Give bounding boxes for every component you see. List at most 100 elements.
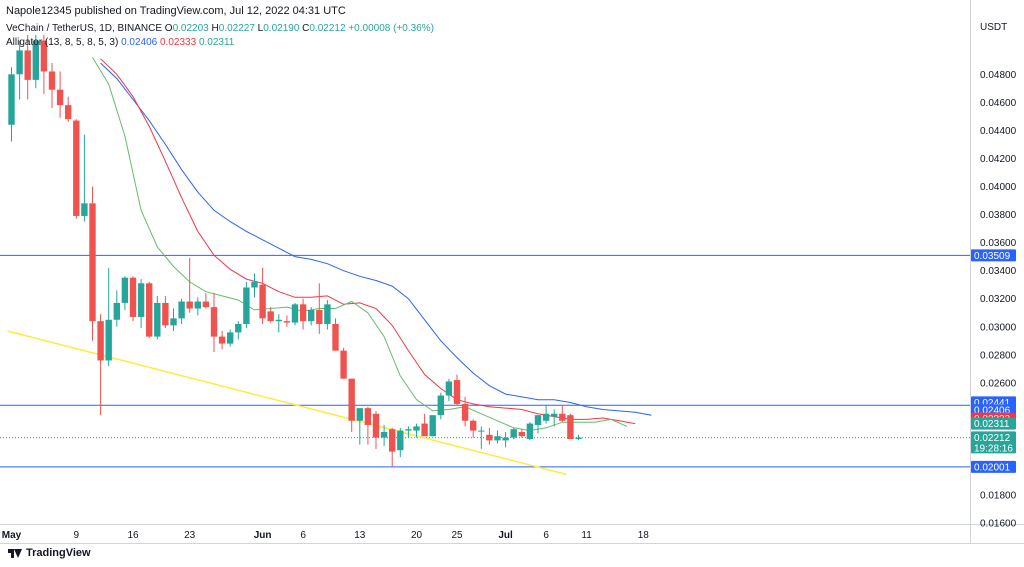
candle-body — [534, 415, 542, 425]
candle — [494, 430, 501, 444]
candle — [40, 35, 48, 94]
candle-body — [542, 413, 550, 421]
candle-body — [243, 287, 250, 324]
candle — [154, 295, 161, 340]
candle-body — [421, 423, 428, 437]
candle — [32, 35, 39, 89]
candle-body — [32, 40, 39, 80]
candle-body — [186, 301, 193, 309]
y-tick-label: 0.03800 — [980, 210, 1017, 221]
x-tick-label: May — [2, 530, 22, 541]
alligator-teeth-line — [100, 58, 636, 425]
candle-body — [275, 319, 282, 322]
y-tick-label: 0.03200 — [980, 294, 1017, 305]
x-tick-label: Jun — [254, 530, 272, 541]
candle-body — [56, 89, 64, 106]
candle — [283, 315, 291, 327]
tradingview-brand-text: TradingView — [26, 547, 91, 559]
candle-body — [413, 426, 420, 431]
open-value: 0.02203 — [172, 23, 209, 34]
price-label-text: 0.02406 — [974, 406, 1011, 417]
candle — [575, 434, 582, 441]
candle — [478, 426, 485, 449]
candle — [397, 427, 404, 458]
candle-body — [178, 301, 185, 319]
candle-body — [162, 302, 169, 326]
candle-body — [154, 302, 161, 337]
candle — [356, 408, 363, 445]
price-label-box — [971, 249, 1016, 262]
candle-body — [324, 304, 331, 324]
x-tick-label: 18 — [638, 530, 650, 541]
candle-body — [170, 318, 177, 326]
candle — [542, 405, 550, 424]
price-label-text: 0.02001 — [974, 462, 1011, 473]
candle — [364, 406, 372, 445]
price-label-box — [971, 460, 1016, 473]
candle-body — [97, 321, 104, 361]
candle-body — [81, 203, 88, 216]
candle-body — [551, 413, 558, 417]
candle — [299, 298, 307, 330]
candle-body — [380, 431, 388, 438]
candle-body — [494, 436, 501, 441]
candle-body — [332, 323, 339, 351]
candle-body — [559, 413, 566, 421]
publisher-caption: Napole12345 published on TradingView.com… — [6, 5, 346, 17]
candle-body — [40, 40, 48, 72]
candle — [89, 186, 96, 341]
symbol-legend[interactable]: VeChain / TetherUS, 1D, BINANCE O0.02203… — [6, 23, 434, 34]
candle — [461, 396, 469, 427]
candle — [421, 413, 428, 437]
candle-body — [137, 283, 145, 317]
x-tick-label: Jul — [498, 530, 513, 541]
x-tick-label: 6 — [543, 530, 549, 541]
candle-body — [445, 381, 453, 396]
indicator-legend[interactable]: Alligator (13, 8, 5, 8, 5, 3) 0.02406 0.… — [6, 37, 234, 48]
candle-body — [291, 304, 299, 323]
candle-body — [510, 429, 517, 438]
candle — [453, 374, 461, 406]
high-label: H — [211, 23, 219, 34]
y-tick-label: 0.01800 — [980, 491, 1017, 502]
x-tick-label: 6 — [300, 530, 306, 541]
x-tick-label: 20 — [411, 530, 423, 541]
candle-body — [372, 413, 380, 438]
open-label: O — [164, 23, 173, 34]
candle — [121, 276, 129, 310]
candle-body — [575, 437, 582, 439]
x-tick-label: 25 — [451, 530, 463, 541]
price-axis-label: 0.02001 — [971, 460, 1016, 473]
tradingview-icon — [8, 548, 22, 558]
candle — [526, 422, 534, 441]
candle — [194, 297, 201, 316]
y-tick-label: 0.02600 — [980, 378, 1017, 389]
close-value: 0.02212 — [309, 23, 346, 34]
candle-body — [397, 430, 404, 451]
candle-body — [453, 380, 461, 404]
candle — [348, 378, 355, 432]
candle-body — [218, 336, 226, 344]
candle — [445, 378, 453, 402]
candle-body — [129, 277, 137, 317]
candle-body — [24, 50, 31, 80]
candle-body — [65, 105, 72, 120]
price-axis-label: 0.03509 — [971, 249, 1016, 262]
candle — [146, 281, 153, 338]
candle — [380, 424, 388, 447]
candle — [372, 410, 380, 449]
y-tick-label: 0.03600 — [980, 238, 1017, 249]
candle — [218, 330, 226, 350]
candle — [502, 431, 509, 448]
candle-body — [73, 120, 80, 216]
candle — [81, 134, 88, 222]
candle — [178, 298, 185, 324]
candle — [105, 267, 112, 367]
tradingview-logo[interactable]: TradingView — [8, 547, 91, 559]
candle-body — [340, 350, 347, 379]
candle-body — [389, 429, 396, 452]
candle-body — [470, 420, 477, 431]
alligator-lips-line — [92, 57, 628, 432]
candle-body — [267, 311, 274, 322]
